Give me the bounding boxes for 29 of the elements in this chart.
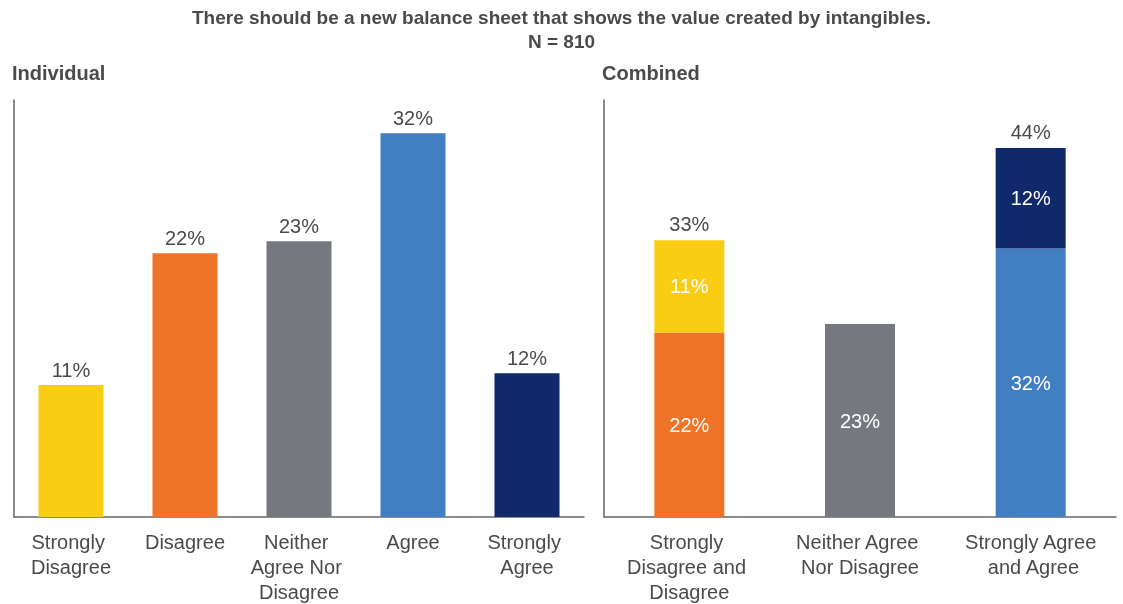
text: Individual — [12, 62, 106, 84]
x-tick-label: Strongly Disagree — [30, 530, 112, 578]
data-label: 12% — [1010, 187, 1051, 210]
data-label: 12% — [506, 347, 548, 370]
x-tick-label: Strongly Disagree and Disagree — [627, 530, 752, 603]
data-label: 11% — [51, 359, 91, 382]
data-label: 22% — [669, 413, 710, 436]
total-label: 33% — [669, 213, 710, 236]
data-label: 22% — [164, 227, 206, 250]
data-label: 11% — [670, 275, 709, 298]
data-label: 23% — [839, 409, 881, 432]
x-tick-label: Neither Agree Nor Disagree — [796, 530, 924, 578]
bar — [38, 385, 104, 517]
total-label: 44% — [1010, 120, 1051, 143]
bar — [152, 253, 218, 517]
x-tick-label: Neither Agree Nor Disagree — [250, 530, 348, 603]
data-label: 32% — [1010, 371, 1051, 394]
bar — [266, 241, 332, 517]
data-label: 32% — [392, 107, 434, 130]
bar — [494, 373, 560, 517]
chart-title: Combined — [601, 62, 701, 86]
data-label: 23% — [278, 215, 320, 238]
chart-title: There should be a new balance sheet that shows the value created by intangibles. — [190, 6, 933, 30]
x-tick-label: Strongly Agree — [487, 530, 567, 578]
chart-subtitle: N = 810 — [526, 30, 597, 54]
x-tick-label: Agree — [386, 530, 440, 553]
x-tick-label: Strongly Agree and Agree — [965, 530, 1097, 578]
bar — [380, 133, 446, 517]
x-tick-label: Disagree — [144, 530, 226, 553]
